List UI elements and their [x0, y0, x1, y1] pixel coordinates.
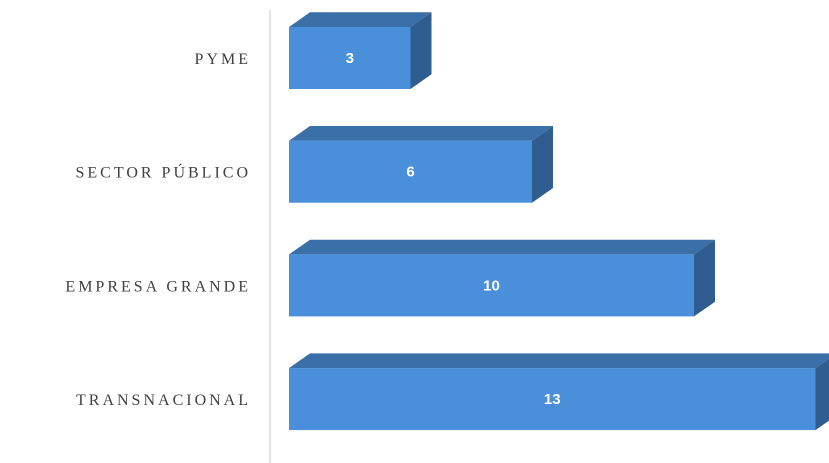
- bar-top-transnacional: [289, 353, 829, 369]
- bar-side-transnacional: [815, 358, 829, 431]
- bar-top-pyme: [289, 12, 432, 27]
- category-label-sector-p-blico: SECTOR PÚBLICO: [75, 163, 251, 182]
- category-label-empresa-grande: EMPRESA GRANDE: [65, 278, 251, 295]
- bar-sector-p-blico: [289, 140, 532, 203]
- bar-side-pyme: [410, 12, 432, 89]
- bar-top-sector-p-blico: [289, 126, 553, 141]
- value-label-pyme: 3: [346, 50, 354, 67]
- bar-side-empresa-grande: [694, 239, 715, 317]
- value-label-empresa-grande: 10: [483, 277, 500, 294]
- value-label-sector-p-blico: 6: [406, 164, 414, 181]
- category-label-transnacional: TRANSNACIONAL: [76, 392, 251, 409]
- value-label-transnacional: 13: [544, 391, 561, 408]
- bar-pyme: [289, 27, 411, 89]
- category-label-pyme: PYME: [195, 51, 251, 68]
- bar-empresa-grande: [289, 254, 694, 317]
- bar-top-empresa-grande: [289, 239, 715, 255]
- bars-group: [289, 12, 829, 431]
- category-labels-group: PYME SECTOR PÚBLICO EMPRESA GRANDE TRANSNAC…: [65, 51, 251, 409]
- bar-side-sector-p-blico: [532, 126, 553, 203]
- bar-transnacional: [289, 368, 816, 431]
- value-labels-group: 3 6 10 13: [346, 50, 561, 408]
